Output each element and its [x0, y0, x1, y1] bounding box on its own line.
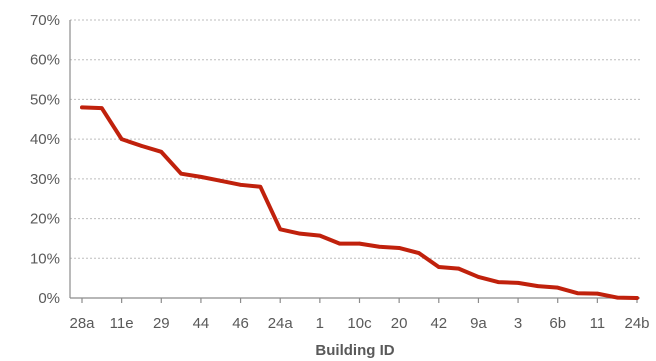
y-tick-label-5: 50% [30, 91, 60, 108]
data-point-24 [555, 285, 560, 290]
data-point-28 [635, 296, 639, 300]
y-tick-labels: 0% 10% 20% 30% 40% 50% 60% 70% [30, 12, 60, 307]
data-point-8 [238, 183, 243, 187]
data-point-25 [575, 291, 580, 296]
y-tick-label-0: 0% [38, 290, 60, 307]
x-tick-label-9: 42 [430, 315, 447, 332]
data-point-5 [179, 171, 183, 176]
x-tick-label-12: 6b [549, 315, 566, 332]
gridlines [70, 19, 640, 259]
data-point-4 [159, 150, 164, 154]
y-tick-label-1: 10% [30, 250, 60, 267]
x-tick-label-2: 29 [153, 315, 170, 332]
data-point-22 [516, 281, 520, 285]
data-point-23 [536, 284, 540, 288]
data-point-9 [258, 185, 263, 189]
data-point-12 [318, 233, 322, 238]
data-point-18 [436, 265, 441, 269]
x-tick-labels: 28a 11e 29 44 46 24a 1 10c 20 42 9a 3 6b 11 24b [69, 315, 649, 332]
series-layer [80, 105, 639, 300]
data-point-14 [357, 241, 362, 246]
data-point-26 [595, 291, 600, 296]
x-tick-label-13: 11 [590, 315, 606, 332]
x-tick-label-6: 1 [316, 315, 324, 332]
x-tick-label-8: 20 [391, 315, 408, 332]
data-point-2 [119, 137, 124, 141]
data-point-16 [397, 246, 401, 250]
y-tick-label-6: 60% [30, 52, 60, 69]
x-tick-label-7: 10c [347, 315, 372, 332]
data-point-10 [278, 227, 283, 232]
data-point-17 [417, 251, 421, 255]
x-tick-label-4: 46 [232, 315, 249, 332]
y-tick-label-4: 40% [30, 131, 60, 148]
y-tick-label-7: 70% [30, 12, 60, 29]
x-tick-label-14: 24b [624, 315, 649, 332]
x-tick-label-5: 24a [268, 315, 294, 332]
data-point-13 [337, 241, 342, 246]
x-tick-label-3: 44 [193, 315, 210, 332]
data-point-15 [377, 244, 382, 249]
y-tick-label-2: 20% [30, 211, 60, 228]
data-point-19 [456, 266, 461, 271]
x-tick-label-11: 3 [514, 315, 522, 332]
data-point-1 [100, 106, 104, 110]
data-point-6 [199, 175, 203, 179]
x-tick-label-10: 9a [470, 315, 487, 332]
data-point-7 [218, 179, 223, 183]
axes [69, 20, 640, 303]
data-point-21 [496, 280, 501, 284]
series-line-0 [80, 105, 639, 300]
data-point-27 [615, 295, 619, 300]
x-tick-label-1: 11e [110, 315, 134, 332]
data-point-0 [80, 105, 84, 110]
x-tick-label-0: 28a [69, 315, 95, 332]
data-point-3 [139, 144, 144, 148]
data-point-20 [476, 275, 481, 279]
y-tick-label-3: 30% [30, 171, 60, 188]
data-point-11 [298, 231, 302, 236]
x-axis-title: Building ID [315, 342, 394, 359]
